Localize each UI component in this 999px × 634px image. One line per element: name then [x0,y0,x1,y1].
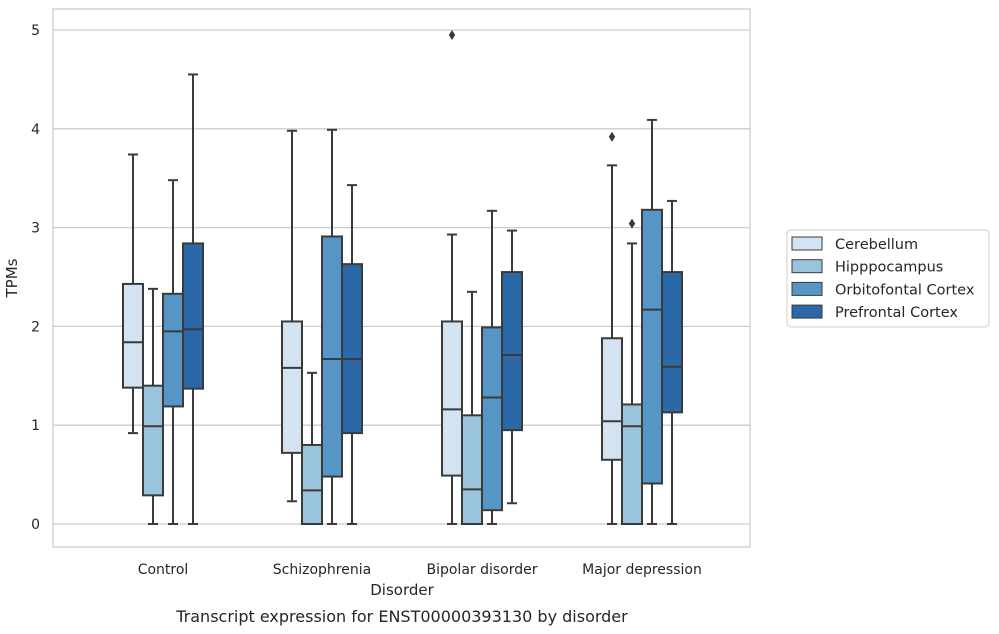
box-body [301,443,323,525]
x-tick-label: Major depression [582,562,702,578]
series-hipppocampus [142,218,643,526]
chart-caption: Transcript expression for ENST0000039313… [175,607,628,626]
outlier-point [608,131,616,142]
box [601,131,623,525]
series-cerebellum [122,29,623,525]
box [301,371,323,525]
y-tick-label: 4 [31,122,40,138]
legend-swatch [791,259,823,274]
outlier-point [448,29,456,40]
legend-swatch [791,281,823,296]
x-axis-label: Disorder [370,581,434,599]
box-series [122,29,683,526]
box [641,118,663,525]
box-body [601,337,623,461]
legend-box [786,229,990,328]
box [142,287,164,525]
x-tick-label: Control [138,562,189,578]
series-orbitofontal-cortex [162,118,663,525]
box-body [461,414,483,526]
series-prefrontal-cortex [182,73,683,525]
legend: Cerebellum Hipppocampus Orbitofontal Corte… [786,229,990,328]
box-body [321,235,343,478]
legend-label: Cerebellum [835,237,918,253]
legend-swatch [791,236,823,251]
x-tick-label: Bipolar disorder [426,562,537,578]
y-tick-labels: 0 1 2 3 4 5 [31,23,40,533]
x-tick-labels: Control Schizophrenia Bipolar disorder Majo… [138,562,702,578]
y-tick-label: 1 [31,418,40,434]
box-body [341,263,363,435]
legend-swatch [791,304,823,319]
box-body [142,384,164,497]
y-tick-label: 3 [31,221,40,237]
box-body [481,326,503,512]
legend-label: Prefrontal Cortex [835,305,958,321]
box-body [281,320,303,454]
y-tick-label: 2 [31,319,40,335]
y-axis-label: TPMs [3,258,21,298]
box-body [501,271,523,432]
box [341,184,363,525]
box-body [621,403,643,525]
box [122,153,144,435]
box-body [661,271,683,414]
y-tick-label: 5 [31,23,40,39]
box [441,29,463,525]
box [182,73,204,525]
box [501,229,523,505]
box-body [182,242,204,390]
box [661,199,683,525]
box-body [162,292,184,408]
box-body [122,282,144,389]
legend-label: Hipppocampus [835,260,943,276]
box-body [641,208,663,485]
y-tick-label: 0 [31,517,40,533]
box-body [441,320,463,477]
box [461,290,483,526]
legend-label: Orbitofontal Cortex [835,282,975,298]
outlier-point [628,218,636,229]
box [281,129,303,503]
x-tick-label: Schizophrenia [273,562,371,578]
